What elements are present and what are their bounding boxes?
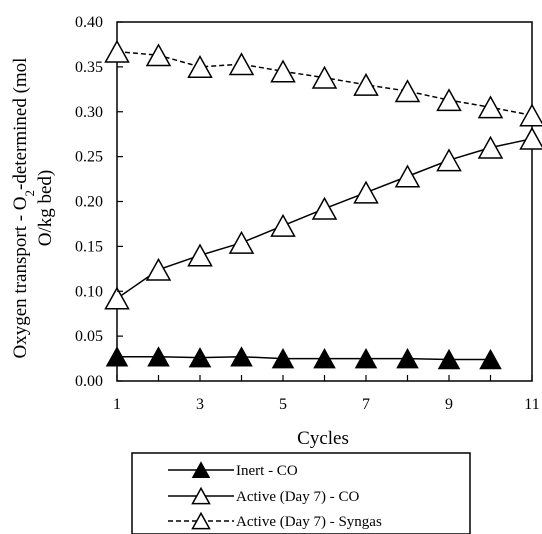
y-axis-title-subscript: 2 xyxy=(22,190,37,197)
legend-item-1: Inert - CO xyxy=(168,461,298,479)
series-3 xyxy=(104,39,542,127)
data-point xyxy=(353,180,379,204)
series-1 xyxy=(105,346,502,370)
data-point xyxy=(353,72,379,96)
x-tick-label: 7 xyxy=(362,396,370,413)
data-point xyxy=(311,196,338,220)
y-axis-title: Oxygen transport - O2-determined (mol O/… xyxy=(10,58,56,359)
data-point xyxy=(271,348,295,369)
y-tick-label: 0.00 xyxy=(75,373,103,390)
data-point xyxy=(437,348,461,370)
data-point xyxy=(519,126,542,150)
data-point xyxy=(147,346,170,367)
data-point xyxy=(145,257,172,281)
data-point xyxy=(228,52,255,76)
y-tick-label: 0.25 xyxy=(75,149,103,166)
legend-marker xyxy=(191,511,211,530)
legend-item-3: Active (Day 7) - Syngas xyxy=(168,511,382,530)
data-point xyxy=(145,43,172,67)
data-point xyxy=(394,164,421,188)
data-point xyxy=(436,88,462,112)
y-tick-label: 0.40 xyxy=(75,14,103,31)
data-point xyxy=(104,286,130,310)
x-tick-label: 11 xyxy=(524,396,539,413)
data-point xyxy=(313,348,336,369)
y-tick-label: 0.10 xyxy=(75,283,103,300)
data-point xyxy=(519,103,542,127)
svg-text:Oxygen transport - O2-determin: Oxygen transport - O2-determined (mol xyxy=(10,58,37,359)
ticks-layer: 0.00 0.05 0.10 0.15 0.20 0.25 0.30 0.35 0.40 1 3 5 7… xyxy=(75,14,540,413)
y-tick-label: 0.15 xyxy=(75,238,103,255)
x-tick-label: 3 xyxy=(196,396,204,413)
x-tick-label: 9 xyxy=(445,396,453,413)
series-2 xyxy=(104,126,542,310)
data-point xyxy=(187,243,213,267)
y-axis-title-line-2: O/kg bed) xyxy=(35,170,56,247)
data-point xyxy=(187,54,213,78)
y-tick-label: 0.30 xyxy=(75,104,103,121)
data-point xyxy=(104,39,130,63)
y-tick-label: 0.20 xyxy=(75,194,103,211)
series-layer xyxy=(104,39,542,370)
data-point xyxy=(105,346,129,367)
legend: Inert - CO Active (Day 7) - CO Active (Day… xyxy=(131,452,471,534)
data-point xyxy=(479,348,502,370)
y-axis-title-part-2: -determined (mol xyxy=(10,58,31,190)
series-line xyxy=(117,356,491,361)
x-tick-label: 5 xyxy=(279,396,287,413)
data-point xyxy=(394,79,421,103)
y-tick-label: 0.05 xyxy=(75,328,103,345)
data-point xyxy=(270,213,296,237)
x-tick-label: 1 xyxy=(113,396,121,413)
y-axis-title-part-1: Oxygen transport - O xyxy=(10,196,31,358)
data-point xyxy=(396,348,419,369)
data-point xyxy=(228,230,255,254)
data-point xyxy=(477,95,504,119)
y-tick-label: 0.35 xyxy=(75,59,103,76)
legend-item-2: Active (Day 7) - CO xyxy=(168,486,359,505)
legend-marker xyxy=(191,461,211,478)
data-point xyxy=(230,346,253,367)
legend-label: Active (Day 7) - Syngas xyxy=(236,514,382,530)
x-axis-title: Cycles xyxy=(297,428,349,449)
data-point xyxy=(354,348,378,369)
data-point xyxy=(436,148,462,172)
data-point xyxy=(188,347,212,368)
legend-marker xyxy=(191,486,211,505)
data-point xyxy=(311,65,338,89)
data-point xyxy=(477,135,504,159)
legend-label: Active (Day 7) - CO xyxy=(236,489,359,505)
data-point xyxy=(270,59,296,83)
legend-label: Inert - CO xyxy=(236,463,298,479)
